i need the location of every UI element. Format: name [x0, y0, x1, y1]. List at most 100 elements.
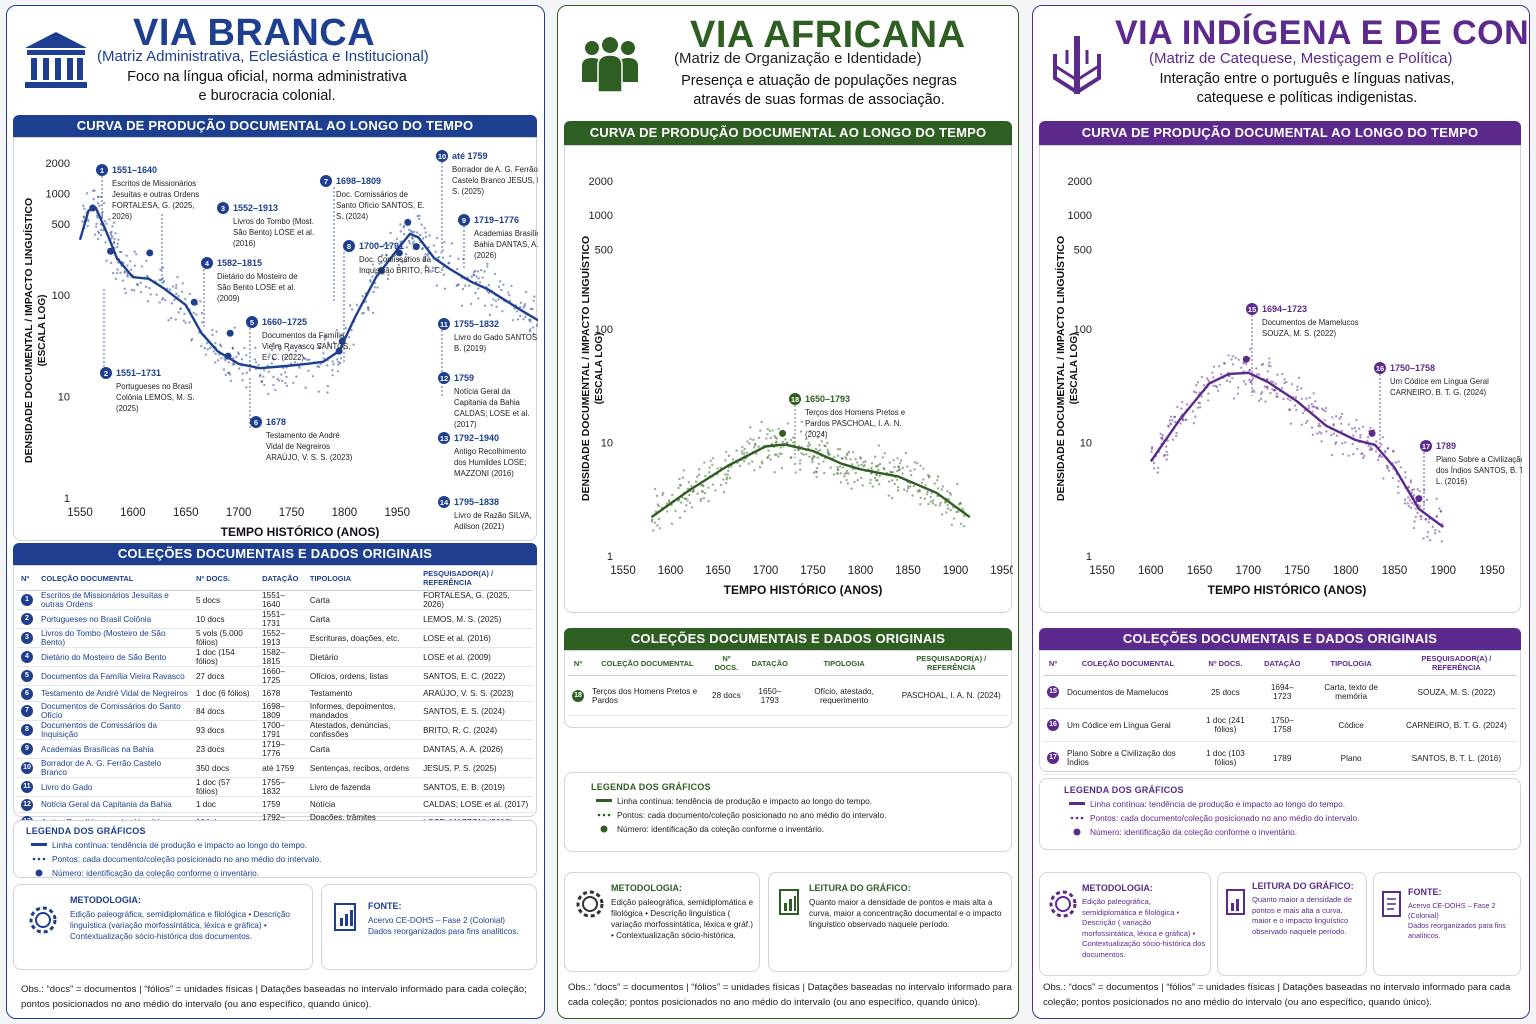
- data-point: [1212, 376, 1214, 378]
- data-point: [411, 236, 413, 238]
- annotation-date: 1755–1832: [454, 319, 499, 329]
- data-point: [846, 452, 848, 454]
- data-point: [477, 287, 479, 289]
- data-point: [516, 310, 518, 312]
- y-axis-label: DENSIDADE DOCUMENTAL / IMPACTO LINGUÍSTI…: [1054, 236, 1067, 501]
- data-point: [473, 273, 475, 275]
- collections-table: Nº COLEÇÃO DOCUMENTAL Nº DOCS. DATAÇÃO TIPOL…: [17, 566, 533, 851]
- data-point: [748, 463, 750, 465]
- y-axis-sublabel: (ESCALA LOG): [594, 333, 605, 405]
- data-point: [308, 359, 310, 361]
- data-point: [902, 467, 904, 469]
- data-point: [406, 246, 408, 248]
- x-tick-label: 1650: [705, 565, 731, 577]
- data-point: [874, 477, 876, 479]
- data-point: [224, 359, 226, 361]
- data-point: [743, 452, 745, 454]
- table-row: 4 Dietário do Mosteiro de São Bento 1 doc …: [17, 648, 533, 667]
- annotation-date: 1759: [454, 373, 474, 383]
- data-point: [1197, 407, 1199, 409]
- data-point: [741, 452, 743, 454]
- data-point: [847, 482, 849, 484]
- table-cell: PASCHOAL, I. A. N. (2024): [894, 676, 1008, 716]
- collection-marker: [225, 353, 232, 360]
- data-point: [512, 319, 514, 321]
- data-point: [671, 494, 673, 496]
- data-point: [170, 317, 172, 319]
- annotation-text: 2026): [112, 212, 132, 221]
- data-point: [869, 482, 871, 484]
- gear-icon: [573, 887, 607, 921]
- data-point: [1435, 498, 1437, 500]
- desc-line-2: e burocracia colonial.: [87, 87, 447, 106]
- y-tick-label: 2000: [1068, 176, 1092, 188]
- data-point: [387, 278, 389, 280]
- data-point: [349, 304, 351, 306]
- data-point: [891, 497, 893, 499]
- legend-line: Linha contínua: tendência de produção e …: [591, 796, 985, 806]
- data-point: [709, 460, 711, 462]
- data-point: [906, 465, 908, 467]
- data-point: [136, 283, 138, 285]
- annotation-date: 1792–1940: [454, 433, 499, 443]
- data-point: [285, 376, 287, 378]
- data-point: [759, 430, 761, 432]
- annotation-number: 10: [438, 152, 446, 161]
- data-point: [1170, 416, 1172, 418]
- data-point: [1387, 466, 1389, 468]
- annotation-text: ARAÚJO, V. S. S. (2023): [266, 453, 353, 462]
- data-point: [743, 460, 745, 462]
- data-point: [878, 483, 880, 485]
- data-point: [927, 503, 929, 505]
- legend-points: Pontos: cada documento/coleção posiciona…: [591, 810, 985, 820]
- data-point: [1180, 408, 1182, 410]
- table-cell: DANTAS, A. A. (2026): [419, 740, 533, 759]
- data-point: [126, 264, 128, 266]
- data-point: [525, 291, 527, 293]
- data-point: [1352, 443, 1354, 445]
- table-cell: 1719–1776: [258, 740, 306, 759]
- data-point: [1354, 427, 1356, 429]
- data-point: [1285, 381, 1287, 383]
- table-cell: Testamento de André Vidal de Negreiros: [37, 686, 192, 702]
- x-tick-label: 1850: [895, 565, 921, 577]
- data-point: [1420, 518, 1422, 520]
- data-point: [1157, 471, 1159, 473]
- x-tick-label: 1950: [384, 507, 410, 519]
- data-point: [800, 430, 802, 432]
- data-point: [875, 465, 877, 467]
- data-point: [271, 362, 273, 364]
- column-header: TIPOLOGIA: [794, 651, 895, 676]
- annotation-text: Terços dos Homens Pretos e: [805, 408, 905, 417]
- data-point: [230, 380, 232, 382]
- reading-text: Quanto maior a densidade de pontos e mai…: [809, 897, 1003, 930]
- data-point: [140, 291, 142, 293]
- data-point: [1355, 419, 1357, 421]
- data-point: [255, 361, 257, 363]
- y-axis-sublabel: (ESCALA LOG): [1069, 333, 1080, 405]
- data-point: [413, 240, 415, 242]
- annotation-number: 18: [791, 395, 799, 404]
- annotation-text: (2017): [454, 420, 477, 429]
- data-point: [97, 196, 99, 198]
- table-cell: Livro do Gado: [37, 778, 192, 797]
- annotation-text: São Bento) LOSE et al.: [233, 228, 314, 237]
- data-point: [833, 473, 835, 475]
- data-point: [871, 485, 873, 487]
- data-point: [411, 231, 413, 233]
- data-point: [1425, 518, 1427, 520]
- data-point: [852, 451, 854, 453]
- data-point: [413, 231, 415, 233]
- data-point: [1316, 406, 1318, 408]
- data-point: [1242, 362, 1244, 364]
- data-point: [217, 359, 219, 361]
- data-point: [1359, 434, 1361, 436]
- legend-line: Linha contínua: tendência de produção e …: [1064, 799, 1496, 809]
- data-point: [888, 494, 890, 496]
- table-cell: Ofício, atestado, requerimento: [794, 676, 895, 716]
- data-point: [173, 299, 175, 301]
- table-cell: 93 docs: [192, 721, 258, 740]
- data-point: [1238, 359, 1240, 361]
- data-point: [119, 272, 121, 274]
- data-point: [1369, 427, 1371, 429]
